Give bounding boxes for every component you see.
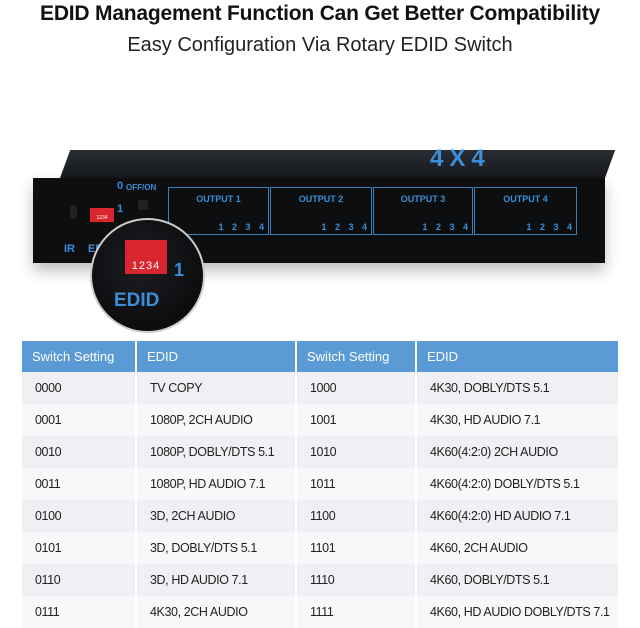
switch-setting-cell: 0011 [22, 468, 137, 500]
edid-cell: 4K30, HD AUDIO 7.1 [416, 404, 620, 436]
table-row: 0000 TV COPY 1000 4K30, DOBLY/DTS 5.1 [22, 372, 620, 404]
page-title: EDID Management Function Can Get Better … [40, 2, 600, 25]
output-group-3: OUTPUT 3 1 2 3 4 [373, 187, 473, 235]
edid-cell: TV COPY [136, 372, 297, 404]
power-label: OFF/ON [126, 183, 157, 192]
column-header: Switch Setting [22, 341, 137, 372]
output-label: OUTPUT 1 [196, 194, 241, 204]
switch-setting-cell: 0111 [22, 596, 137, 628]
output-port-numbers: 1 2 3 4 [321, 222, 367, 232]
edid-cell: 4K30, 2CH AUDIO [136, 596, 297, 628]
table-row: 0110 3D, HD AUDIO 7.1 1110 4K60, DOBLY/DTS … [22, 564, 620, 596]
power-button[interactable] [138, 200, 148, 210]
magnified-one-label: 1 [174, 260, 185, 280]
magnified-dip-switch: 1234 [125, 240, 167, 274]
edid-cell: 4K60, 2CH AUDIO [416, 532, 620, 564]
table-row: 0001 1080P, 2CH AUDIO 1001 4K30, HD AUDIO 7… [22, 404, 620, 436]
edid-cell: 1080P, 2CH AUDIO [136, 404, 297, 436]
switch-setting-cell: 0100 [22, 500, 137, 532]
output-group-1: OUTPUT 1 1 2 3 4 [168, 187, 269, 235]
table-row: 0011 1080P, HD AUDIO 7.1 1011 4K60(4:2:0) D… [22, 468, 620, 500]
switch-setting-cell: 1001 [296, 404, 417, 436]
output-label: OUTPUT 2 [298, 194, 344, 204]
edid-cell: 1080P, HD AUDIO 7.1 [136, 468, 297, 500]
output-label: OUTPUT 4 [503, 194, 548, 204]
ir-label: IR [64, 243, 75, 255]
edid-cell: 4K60(4:2:0) DOBLY/DTS 5.1 [416, 468, 620, 500]
table-row: 0111 4K30, 2CH AUDIO 1111 4K60, HD AUDIO DO… [22, 596, 620, 628]
output-group-2: OUTPUT 2 1 2 3 4 [270, 187, 372, 235]
output-port-numbers: 1 2 3 4 [422, 222, 468, 232]
table-row: 0010 1080P, DOBLY/DTS 5.1 1010 4K60(4:2:0) … [22, 436, 620, 468]
switch-setting-cell: 1110 [296, 564, 417, 596]
column-header: EDID [416, 341, 620, 372]
switch-setting-cell: 1111 [296, 596, 417, 628]
device-top-panel [60, 150, 616, 178]
output-port-numbers: 1 2 3 4 [526, 222, 572, 232]
edid-cell: 3D, DOBLY/DTS 5.1 [136, 532, 297, 564]
switch-setting-cell: 1011 [296, 468, 417, 500]
edid-cell: 3D, HD AUDIO 7.1 [136, 564, 297, 596]
switch-setting-cell: 0101 [22, 532, 137, 564]
output-label: OUTPUT 3 [400, 194, 446, 204]
edid-cell: 1080P, DOBLY/DTS 5.1 [136, 436, 297, 468]
dip-zero-label: 0 [117, 180, 124, 192]
switch-setting-cell: 1101 [296, 532, 417, 564]
switch-setting-cell: 0110 [22, 564, 137, 596]
ir-sensor [70, 205, 77, 219]
magnified-edid-label: EDID [114, 290, 160, 311]
table-row: 0101 3D, DOBLY/DTS 5.1 1101 4K60, 2CH AUDIO [22, 532, 620, 564]
edid-settings-table: Switch Setting EDID Switch Setting EDID … [22, 341, 620, 628]
edid-cell: 4K60(4:2:0) HD AUDIO 7.1 [416, 500, 620, 532]
switch-setting-cell: 0001 [22, 404, 137, 436]
table-row: 0100 3D, 2CH AUDIO 1100 4K60(4:2:0) HD AUDI… [22, 500, 620, 532]
device-model-label: 4X4 [430, 145, 491, 172]
output-group-4: OUTPUT 4 1 2 3 4 [474, 187, 577, 235]
switch-setting-cell: 1000 [296, 372, 417, 404]
column-header: Switch Setting [296, 341, 417, 372]
edid-cell: 4K30, DOBLY/DTS 5.1 [416, 372, 620, 404]
switch-setting-cell: 1100 [296, 500, 417, 532]
output-port-numbers: 1 2 3 4 [218, 222, 264, 232]
switch-setting-cell: 0000 [22, 372, 137, 404]
table-header-row: Switch Setting EDID Switch Setting EDID [22, 341, 620, 372]
edid-cell: 3D, 2CH AUDIO [136, 500, 297, 532]
edid-cell: 4K60, HD AUDIO DOBLY/DTS 7.1 [416, 596, 620, 628]
dip-switch[interactable]: 1234 [90, 208, 114, 222]
edid-cell: 4K60(4:2:0) 2CH AUDIO [416, 436, 620, 468]
edid-cell: 4K60, DOBLY/DTS 5.1 [416, 564, 620, 596]
column-header: EDID [136, 341, 297, 372]
dip-switch-magnifier: 1234 1 EDID [90, 218, 205, 333]
switch-setting-cell: 0010 [22, 436, 137, 468]
dip-one-label: 1 [117, 203, 124, 215]
switch-setting-cell: 1010 [296, 436, 417, 468]
page-subtitle: Easy Configuration Via Rotary EDID Switc… [127, 34, 513, 56]
